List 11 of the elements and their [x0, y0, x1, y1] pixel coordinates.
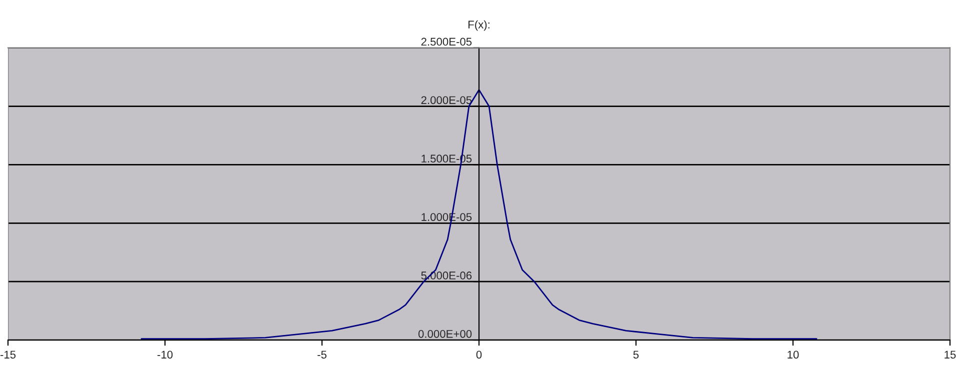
x-tick-label: 5	[633, 350, 639, 359]
chart-title: F(x):	[468, 20, 490, 31]
y-tick-label: 0.000E+00	[418, 330, 472, 338]
y-tick-label: 2.500E-05	[421, 38, 472, 46]
x-tick-label: -5	[318, 350, 326, 359]
x-tick-label: -15	[0, 350, 16, 359]
x-tick-label: 10	[788, 350, 799, 359]
x-tick-label: 15	[944, 350, 956, 359]
y-tick-label: 2.000E-05	[421, 96, 472, 104]
x-tick-label: -10	[157, 350, 173, 359]
x-tick-label: 0	[476, 350, 482, 359]
